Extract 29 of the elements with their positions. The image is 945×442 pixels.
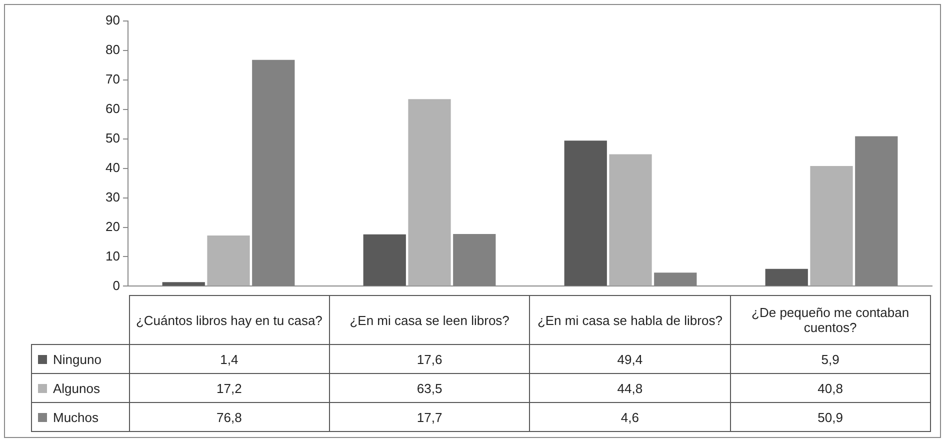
data-label: 44,8 xyxy=(530,374,730,402)
y-tick-label: 40 xyxy=(106,160,120,175)
data-label: 49,4 xyxy=(530,344,730,374)
legend-label: Muchos xyxy=(32,402,129,432)
data-label: 17,6 xyxy=(329,344,530,374)
data-label: 63,5 xyxy=(329,374,530,402)
y-tick-label: 20 xyxy=(106,218,120,234)
data-label: 17,7 xyxy=(329,402,530,432)
data-label: 40,8 xyxy=(730,374,930,402)
x-tick-label: ¿De pequeño me contaban cuentos? xyxy=(730,296,930,344)
y-tick-label: 0 xyxy=(112,278,120,293)
data-label: 1,4 xyxy=(129,344,330,374)
data-label: 76,8 xyxy=(129,402,330,432)
legend-label: Ninguno xyxy=(32,344,129,374)
data-label: 5,9 xyxy=(730,344,930,374)
y-tick-label: 80 xyxy=(106,42,120,58)
data-label: 4,6 xyxy=(530,402,730,432)
y-tick-label: 90 xyxy=(106,12,120,28)
data-label: 17,2 xyxy=(129,374,330,402)
y-tick-label: 60 xyxy=(106,100,120,116)
data-label: 50,9 xyxy=(730,402,930,432)
y-tick-label: 10 xyxy=(106,248,120,264)
x-tick-label: ¿En mi casa se leen libros? xyxy=(329,296,530,344)
y-tick-label: 30 xyxy=(106,189,120,204)
x-tick-label: ¿En mi casa se habla de libros? xyxy=(530,296,730,344)
y-tick-label: 70 xyxy=(106,72,120,87)
legend-label: Algunos xyxy=(32,374,129,402)
x-tick-label: ¿Cuántos libros hay en tu casa? xyxy=(129,296,330,344)
y-tick-label: 50 xyxy=(106,130,120,146)
